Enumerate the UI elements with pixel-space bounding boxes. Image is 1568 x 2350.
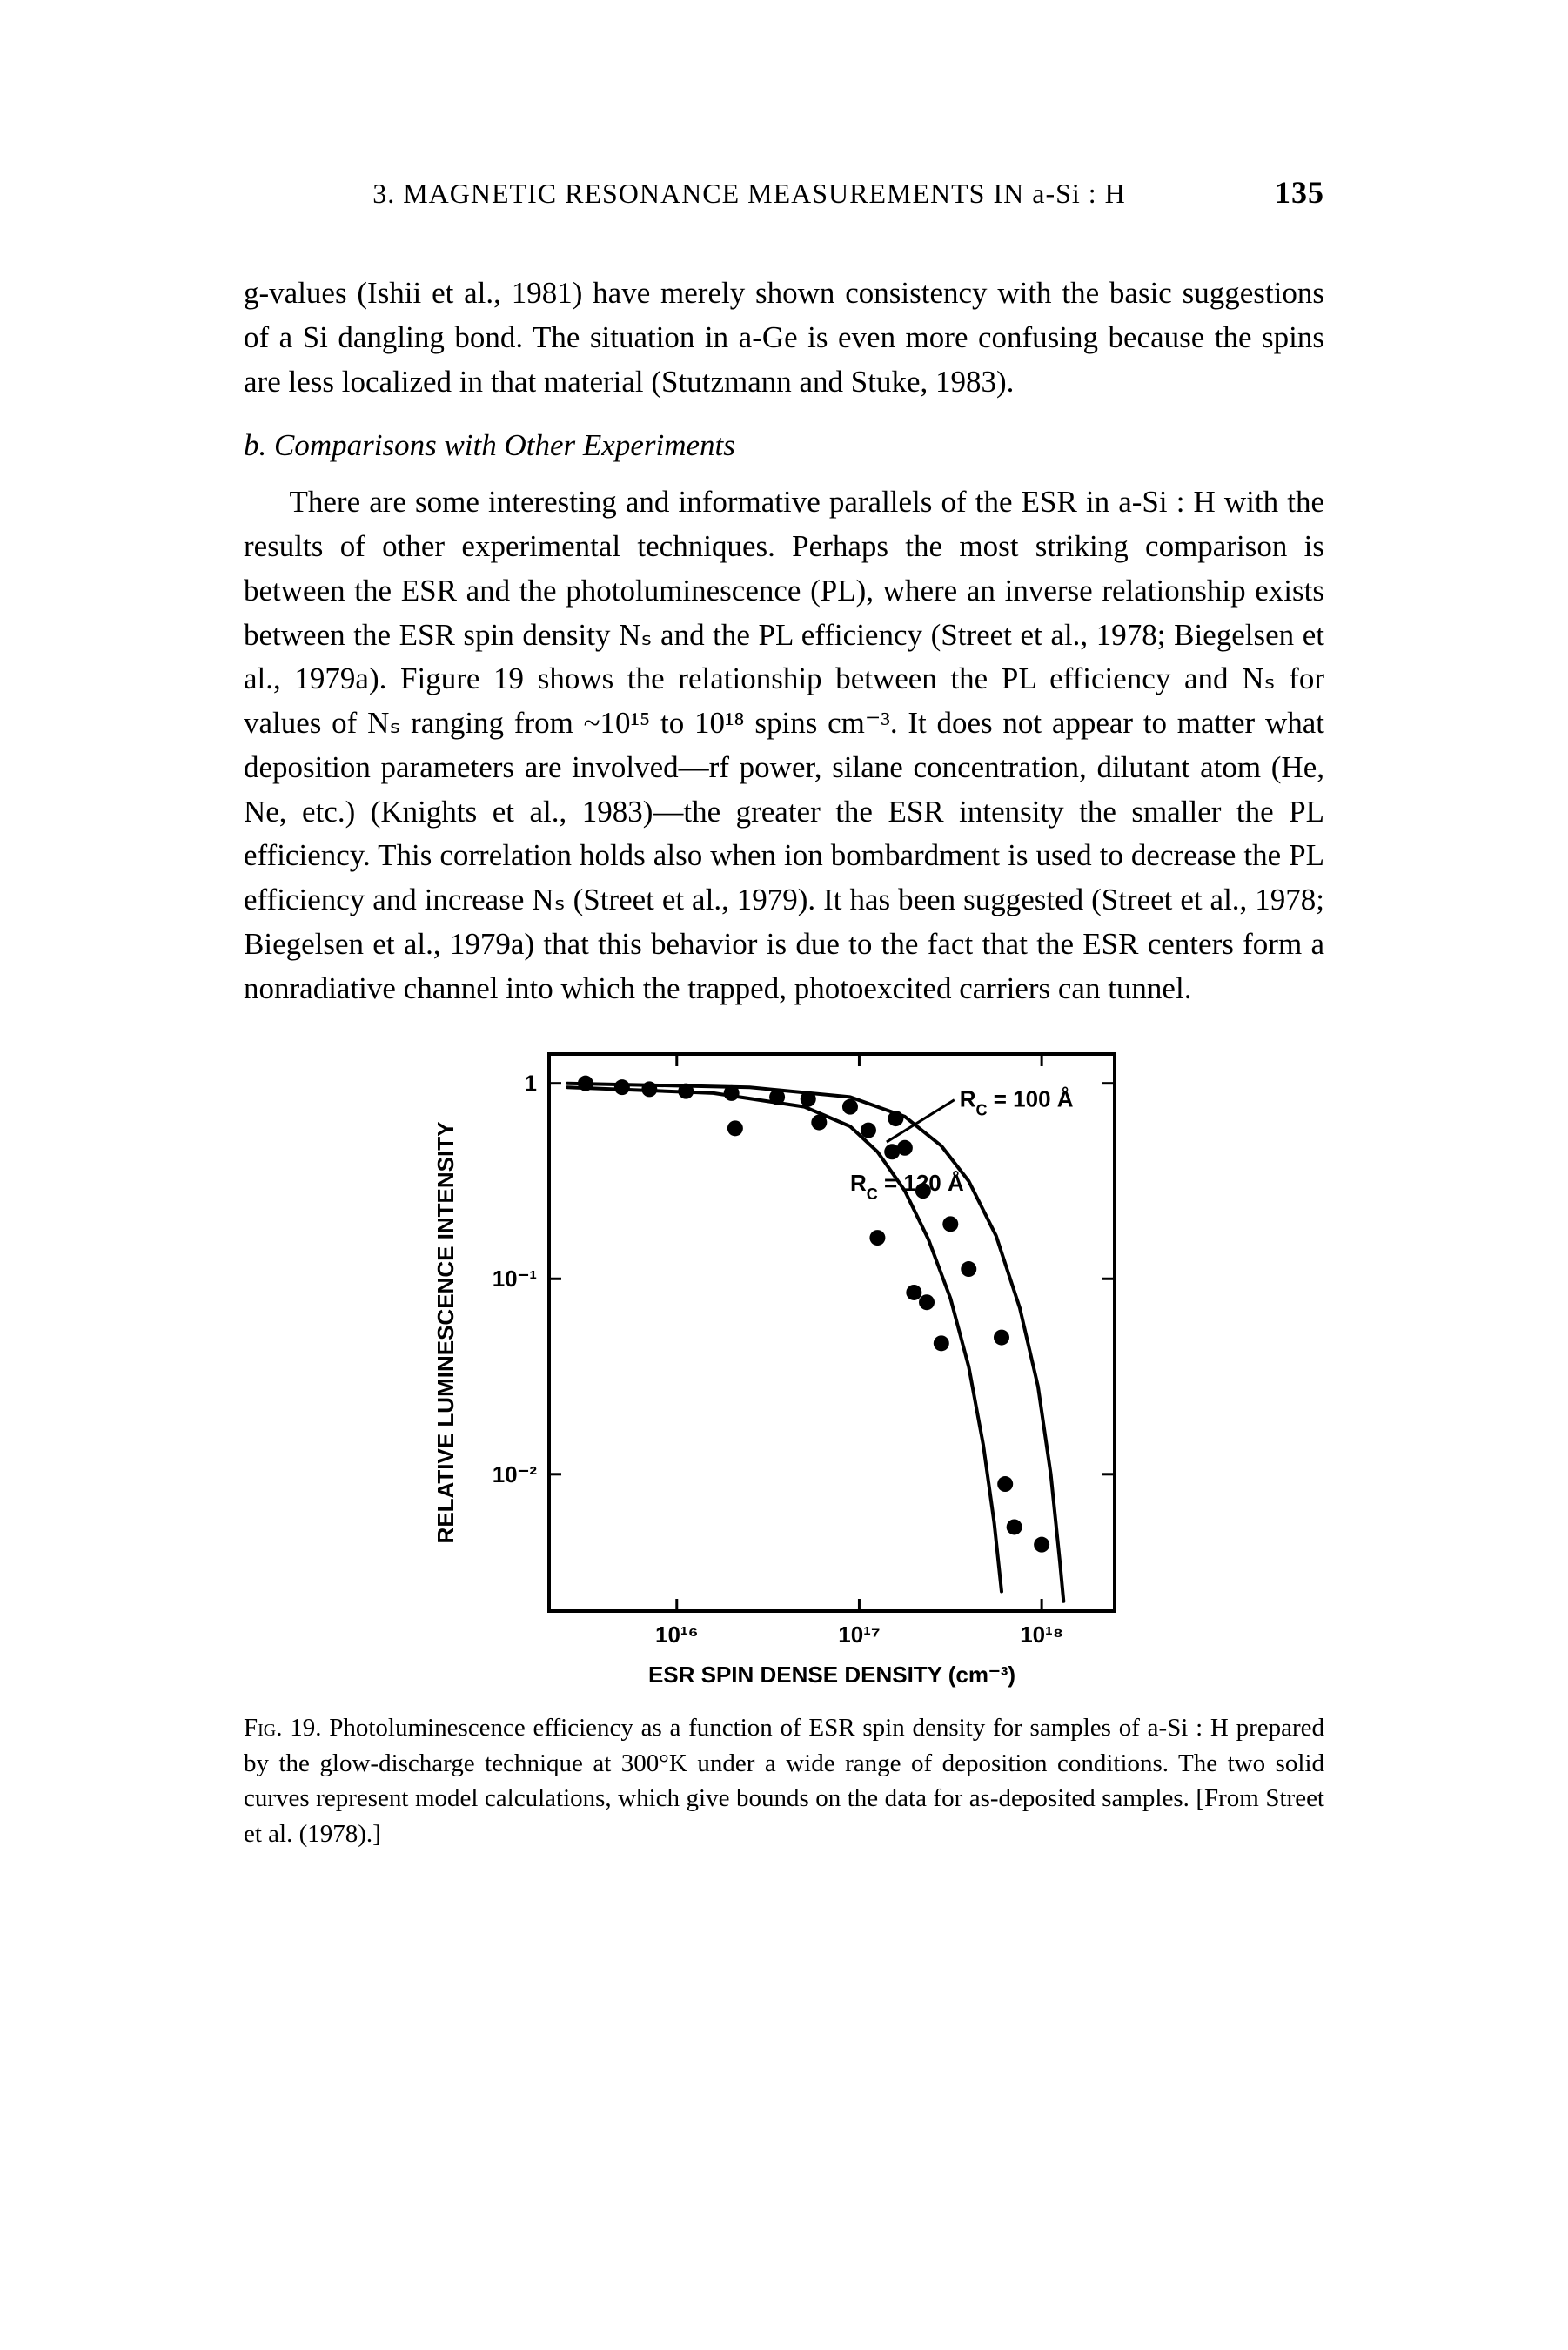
figure-caption-text: Photoluminescence efficiency as a functi… — [244, 1714, 1324, 1848]
svg-text:10¹⁷: 10¹⁷ — [838, 1622, 880, 1648]
svg-text:10¹⁸: 10¹⁸ — [1020, 1622, 1063, 1648]
svg-text:10⁻²: 10⁻² — [493, 1461, 538, 1487]
figure-19: 10¹⁶10¹⁷10¹⁸110⁻¹10⁻²RC = 100 ÅRC = 120 … — [244, 1037, 1324, 1698]
paragraph-2: There are some interesting and informati… — [244, 480, 1324, 1010]
page: 3. MAGNETIC RESONANCE MEASUREMENTS IN a-… — [0, 0, 1568, 2350]
svg-text:1: 1 — [525, 1071, 537, 1097]
running-head: 3. MAGNETIC RESONANCE MEASUREMENTS IN a-… — [244, 174, 1324, 211]
subheading: b. Comparisons with Other Experiments — [244, 428, 1324, 463]
paragraph-1: g-values (Ishii et al., 1981) have merel… — [244, 272, 1324, 404]
svg-text:ESR SPIN DENSE DENSITY (cm⁻³): ESR SPIN DENSE DENSITY (cm⁻³) — [648, 1662, 1015, 1688]
page-number: 135 — [1255, 174, 1324, 211]
chapter-title: 3. MAGNETIC RESONANCE MEASUREMENTS IN a-… — [244, 178, 1255, 210]
figure-svg: 10¹⁶10¹⁷10¹⁸110⁻¹10⁻²RC = 100 ÅRC = 120 … — [427, 1037, 1141, 1698]
svg-text:10¹⁶: 10¹⁶ — [655, 1622, 699, 1648]
svg-text:RELATIVE LUMINESCENCE INTENSIT: RELATIVE LUMINESCENCE INTENSITY — [432, 1122, 459, 1544]
figure-label: Fig. 19. — [244, 1714, 321, 1742]
svg-text:10⁻¹: 10⁻¹ — [493, 1266, 537, 1292]
svg-text:RC = 100 Å: RC = 100 Å — [960, 1086, 1074, 1119]
figure-caption: Fig. 19. Photoluminescence efficiency as… — [244, 1710, 1324, 1851]
